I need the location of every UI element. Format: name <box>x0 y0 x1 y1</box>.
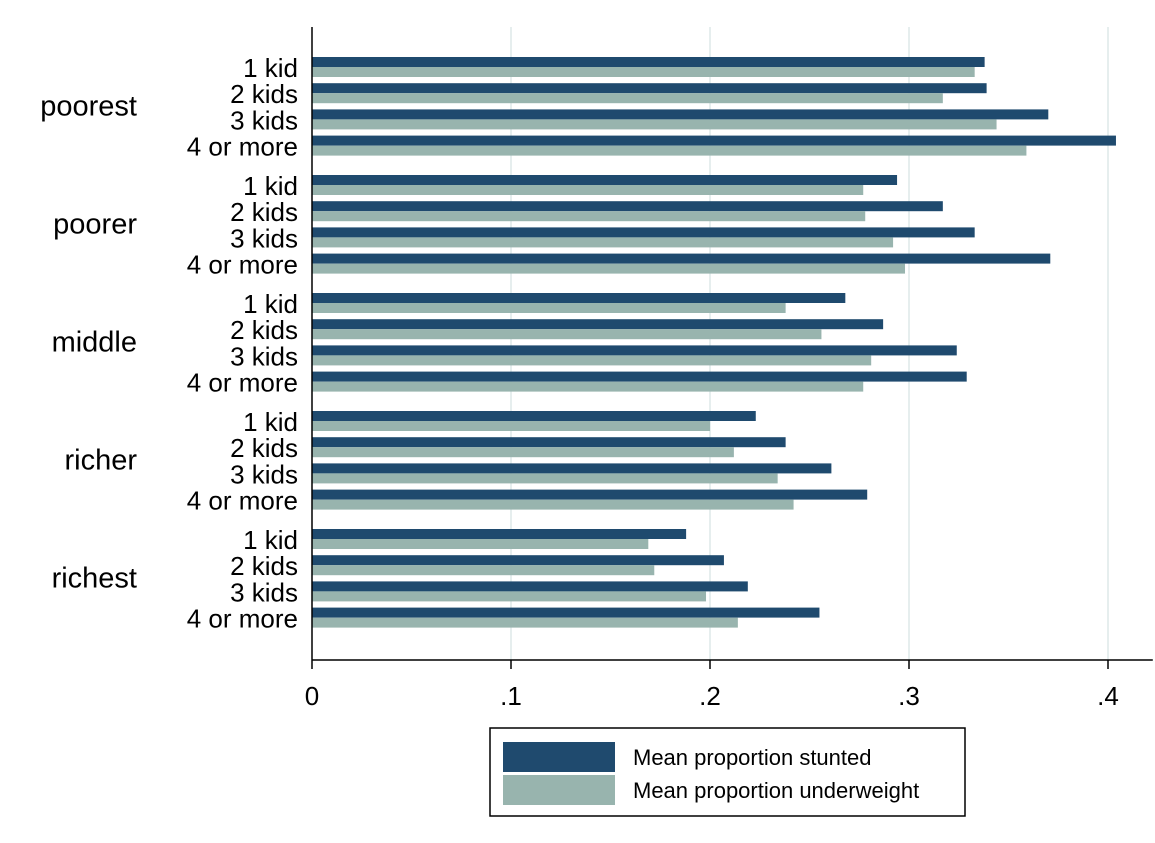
group-label: poorer <box>53 208 137 240</box>
subcategory-label: 1 kid <box>243 407 298 437</box>
x-tick-label: .4 <box>1097 681 1119 711</box>
subcategory-label: 3 kids <box>230 223 298 253</box>
bar-stunted <box>312 57 985 67</box>
subcategory-label: 4 or more <box>187 604 298 634</box>
bar-underweight <box>312 539 649 549</box>
group-labels: poorest poorer middle richer richest <box>40 90 137 594</box>
bar-underweight <box>312 421 710 431</box>
bar-stunted <box>312 253 1051 264</box>
bar-stunted <box>312 135 1116 146</box>
bar-underweight <box>312 591 707 602</box>
subcategory-label: 2 kids <box>230 315 298 345</box>
bar-stunted <box>312 83 987 94</box>
group-label: middle <box>52 326 137 358</box>
bar-underweight <box>312 617 738 628</box>
bar-underweight <box>312 355 872 366</box>
group-label: richest <box>52 562 137 594</box>
bar-stunted <box>312 489 868 500</box>
x-tick-label: .3 <box>898 681 920 711</box>
bar-stunted <box>312 227 975 238</box>
gridlines <box>510 27 1109 660</box>
subcategory-label: 2 kids <box>230 433 298 463</box>
bar-underweight <box>312 565 655 576</box>
bar-stunted <box>312 529 687 539</box>
bar-underweight <box>312 473 778 484</box>
subcategory-label: 1 kid <box>243 525 298 555</box>
subcategory-label: 1 kid <box>243 289 298 319</box>
bar-underweight <box>312 67 975 77</box>
bar-underweight <box>312 381 864 392</box>
legend-label-underweight: Mean proportion underweight <box>633 778 919 803</box>
bar-underweight <box>312 499 794 510</box>
subcategory-label: 2 kids <box>230 551 298 581</box>
bar-underweight <box>312 145 1027 156</box>
bars <box>312 57 1116 628</box>
subcategory-label: 4 or more <box>187 368 298 398</box>
subcategory-label: 3 kids <box>230 459 298 489</box>
legend-swatch-underweight <box>503 775 615 805</box>
subcategory-label: 1 kid <box>243 171 298 201</box>
subcategory-label: 3 kids <box>230 577 298 607</box>
bar-stunted <box>312 345 957 356</box>
bar-underweight <box>312 185 864 195</box>
bar-stunted <box>312 581 748 592</box>
bar-underweight <box>312 93 943 104</box>
x-tick-label: 0 <box>305 681 319 711</box>
bar-stunted <box>312 175 898 185</box>
bar-stunted <box>312 201 943 212</box>
subcategory-label: 3 kids <box>230 341 298 371</box>
axes <box>311 27 1153 661</box>
legend: Mean proportion stunted Mean proportion … <box>489 727 966 817</box>
x-ticks: 0 .1 .2 .3 .4 <box>305 660 1119 711</box>
subcategory-label: 4 or more <box>187 486 298 516</box>
subcategory-label: 1 kid <box>243 53 298 83</box>
bar-stunted <box>312 463 832 474</box>
bar-underweight <box>312 237 894 248</box>
bar-stunted <box>312 371 967 382</box>
bar-underweight <box>312 263 906 274</box>
subcategory-label: 4 or more <box>187 132 298 162</box>
bar-stunted <box>312 437 786 448</box>
bar-underweight <box>312 303 786 313</box>
subcategory-label: 3 kids <box>230 105 298 135</box>
subcategory-label: 2 kids <box>230 197 298 227</box>
legend-label-stunted: Mean proportion stunted <box>633 745 872 770</box>
bar-underweight <box>312 329 822 340</box>
bar-stunted <box>312 293 846 303</box>
subcategory-label: 2 kids <box>230 79 298 109</box>
bar-underweight <box>312 211 866 222</box>
bar-underweight <box>312 447 734 458</box>
group-label: richer <box>64 444 137 476</box>
bar-stunted <box>312 319 884 330</box>
bar-stunted <box>312 411 756 421</box>
x-tick-label: .1 <box>500 681 522 711</box>
group-label: poorest <box>40 90 137 122</box>
bar-underweight <box>312 119 997 130</box>
bar-stunted <box>312 607 820 618</box>
legend-swatch-stunted <box>503 742 615 772</box>
subcategory-label: 4 or more <box>187 250 298 280</box>
bar-stunted <box>312 109 1049 120</box>
x-tick-label: .2 <box>699 681 721 711</box>
bar-stunted <box>312 555 724 566</box>
